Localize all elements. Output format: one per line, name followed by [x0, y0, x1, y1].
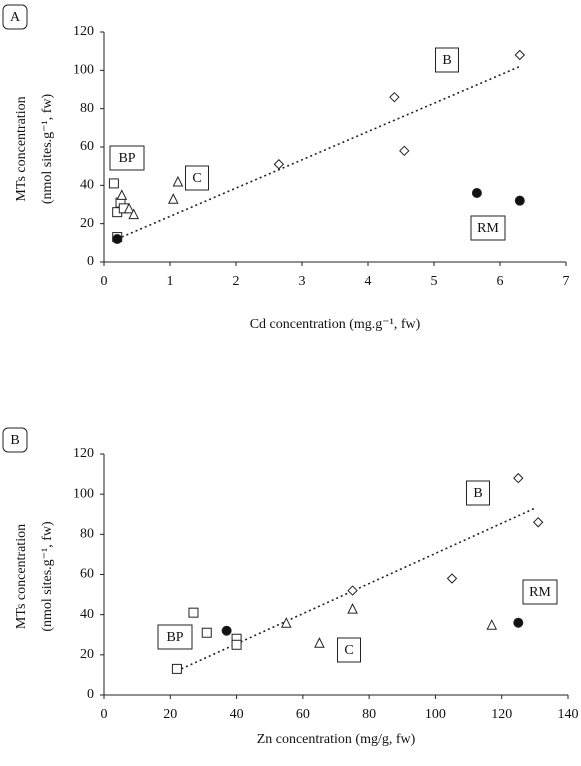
x-tick-label: 4 — [365, 274, 372, 289]
group-label: RM — [477, 221, 499, 236]
x-tick-label: 0 — [101, 274, 108, 289]
group-label-box — [185, 165, 209, 191]
y-tick-label: 60 — [80, 567, 94, 582]
point — [486, 619, 498, 630]
y-axis-label: (nmol sites.g⁻¹, fw) — [40, 93, 55, 204]
group-label-box — [435, 47, 459, 73]
y-tick-label: 20 — [80, 647, 94, 662]
point — [112, 234, 123, 244]
point — [532, 517, 544, 528]
x-tick-label: 60 — [296, 707, 310, 722]
y-tick-label: 20 — [80, 216, 94, 231]
y-tick-label: 100 — [73, 486, 94, 501]
group-label: B — [473, 486, 482, 501]
point — [389, 91, 400, 103]
point — [128, 208, 140, 220]
x-tick-label: 100 — [425, 707, 446, 722]
y-tick-label: 0 — [87, 254, 94, 269]
y-tick-label: 120 — [73, 446, 94, 461]
point — [171, 663, 182, 674]
point — [347, 603, 358, 614]
point — [221, 625, 232, 636]
group-label: BP — [118, 151, 135, 166]
x-tick-label: 80 — [362, 707, 376, 722]
y-tick-label: 80 — [80, 527, 94, 542]
group-label: BP — [166, 630, 183, 645]
point — [513, 472, 524, 484]
group-label-box — [466, 480, 490, 506]
point — [201, 627, 212, 638]
point — [314, 637, 325, 648]
point — [231, 639, 242, 650]
point — [167, 193, 179, 204]
x-tick-label: 0 — [101, 707, 108, 722]
group-label: B — [442, 53, 451, 68]
group-label-box — [337, 637, 361, 663]
point — [273, 159, 285, 170]
point — [172, 175, 184, 187]
panel-label: B — [10, 433, 19, 448]
y-axis-label: (nmol sites.g⁻¹, fw) — [40, 521, 55, 632]
group-label-box — [470, 215, 506, 241]
point — [123, 202, 135, 214]
x-tick-label: 3 — [299, 274, 306, 289]
y-tick-label: 80 — [80, 101, 94, 116]
x-tick-label: 5 — [431, 274, 438, 289]
y-tick-label: 60 — [80, 139, 94, 154]
x-tick-label: 120 — [491, 707, 512, 722]
trendline — [116, 65, 521, 240]
y-tick-label: 0 — [87, 687, 94, 702]
panel-label-box — [2, 427, 28, 453]
x-tick-label: 7 — [563, 274, 570, 289]
x-axis-label: Cd concentration (mg.g⁻¹, fw) — [250, 317, 421, 332]
point — [188, 607, 199, 618]
y-axis-label: MTs concentration — [14, 524, 29, 629]
point — [446, 573, 458, 584]
group-label: C — [344, 643, 353, 658]
point — [108, 178, 119, 189]
x-tick-label: 20 — [163, 707, 177, 722]
point — [513, 617, 524, 628]
x-tick-label: 40 — [230, 707, 244, 722]
y-tick-label: 40 — [80, 607, 94, 622]
panel-label-box — [2, 4, 28, 30]
panel-label: A — [10, 10, 21, 25]
point — [347, 585, 358, 596]
point — [399, 145, 410, 157]
point — [116, 189, 128, 200]
x-tick-label: 140 — [558, 707, 579, 722]
y-tick-label: 40 — [80, 178, 94, 193]
x-tick-label: 6 — [497, 274, 504, 289]
group-label-box — [109, 145, 145, 171]
point — [471, 188, 482, 198]
group-label: C — [192, 171, 201, 186]
point — [514, 49, 526, 61]
point — [280, 617, 292, 628]
group-label-box — [522, 579, 558, 605]
y-axis-label: MTs concentration — [14, 96, 29, 201]
x-axis-label: Zn concentration (mg/g, fw) — [257, 732, 416, 747]
y-tick-label: 100 — [73, 63, 94, 78]
x-tick-label: 2 — [233, 274, 240, 289]
group-label-box — [157, 624, 193, 650]
group-label: RM — [529, 585, 551, 600]
y-tick-label: 120 — [73, 24, 94, 39]
point — [514, 195, 525, 206]
x-tick-label: 1 — [167, 274, 174, 289]
